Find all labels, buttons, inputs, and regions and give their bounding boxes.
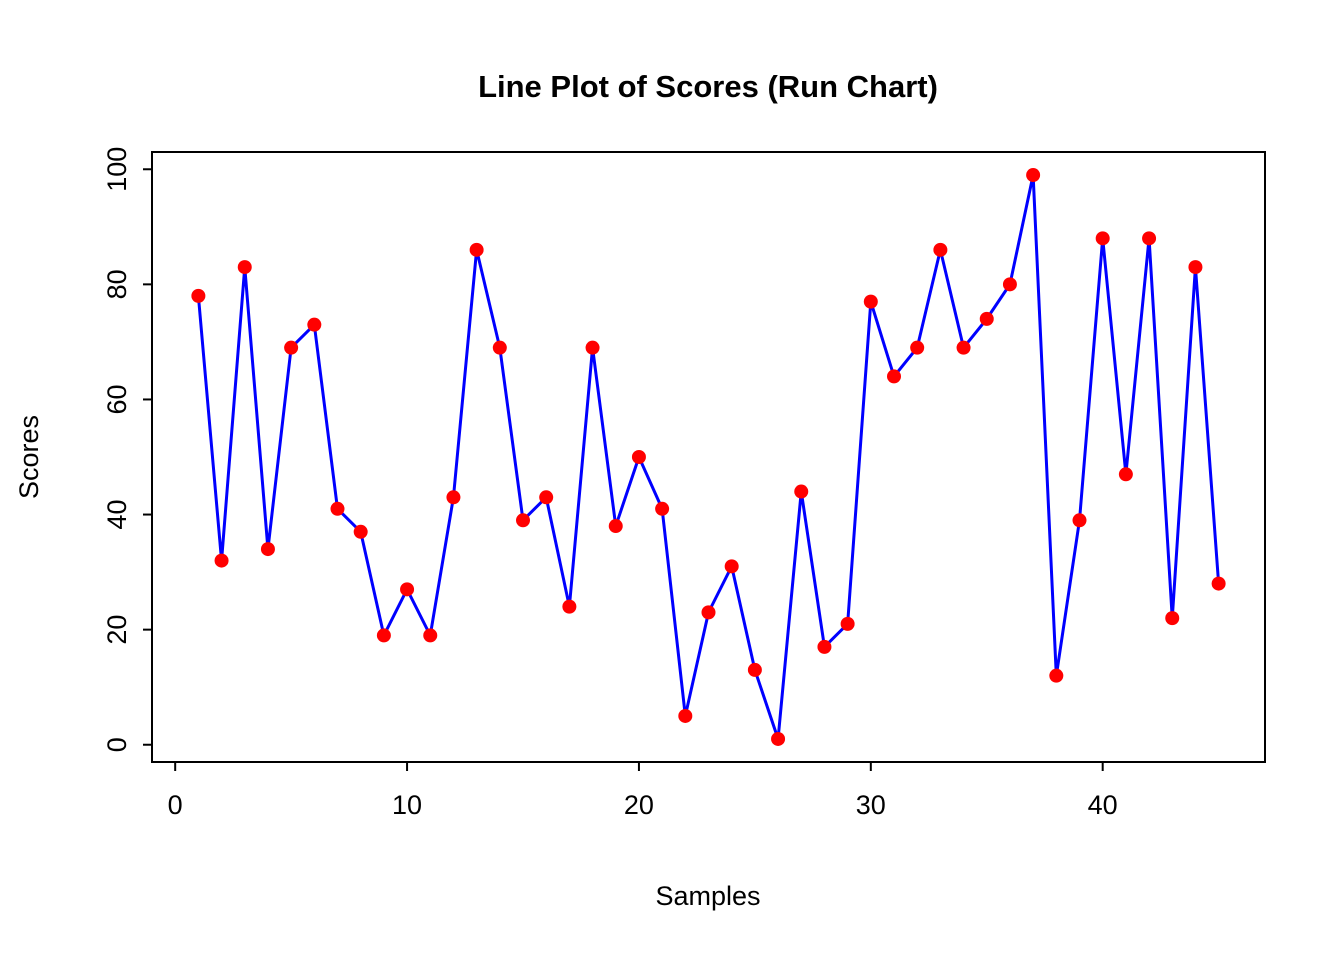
data-point	[724, 559, 739, 574]
data-point	[237, 260, 252, 275]
y-tick-label: 60	[102, 384, 132, 414]
y-tick-label: 0	[102, 737, 132, 752]
y-tick-label: 20	[102, 615, 132, 645]
data-point	[492, 340, 507, 355]
data-point	[539, 490, 554, 505]
data-point	[771, 731, 786, 746]
data-point	[1049, 668, 1064, 683]
data-point	[1188, 260, 1203, 275]
x-tick-label: 30	[856, 790, 886, 820]
data-point	[353, 524, 368, 539]
data-point	[608, 519, 623, 534]
x-axis-label: Samples	[655, 881, 760, 911]
data-point	[1026, 168, 1041, 183]
data-point	[678, 708, 693, 723]
chart-title: Line Plot of Scores (Run Chart)	[478, 69, 938, 104]
data-point	[1002, 277, 1017, 292]
data-point	[817, 639, 832, 654]
data-point	[1095, 231, 1110, 246]
data-point	[307, 317, 322, 332]
data-point	[1142, 231, 1157, 246]
data-point	[1118, 467, 1133, 482]
data-point	[330, 501, 345, 516]
data-point	[933, 242, 948, 257]
line-series	[191, 168, 1226, 746]
y-tick-label: 40	[102, 500, 132, 530]
data-point	[446, 490, 461, 505]
x-tick-label: 10	[392, 790, 422, 820]
data-point	[794, 484, 809, 499]
data-point	[910, 340, 925, 355]
y-axis-label: Scores	[14, 415, 44, 499]
data-point	[956, 340, 971, 355]
x-tick-label: 0	[168, 790, 183, 820]
data-point	[516, 513, 530, 528]
data-point	[376, 628, 391, 643]
data-point	[655, 501, 670, 516]
data-point	[1165, 611, 1180, 626]
data-point	[260, 542, 275, 557]
data-point	[1211, 576, 1226, 591]
data-point	[284, 340, 299, 355]
plot-border	[151, 151, 1266, 763]
data-point	[631, 450, 646, 464]
axis-ticks: 0 10 20 30 40 0 20 40 60 80 100	[102, 147, 1118, 820]
x-tick-label: 40	[1088, 790, 1118, 820]
data-point	[469, 242, 484, 257]
data-point	[863, 294, 878, 309]
y-tick-label: 100	[102, 147, 132, 192]
data-point	[214, 553, 229, 568]
series-line	[196, 173, 1221, 741]
data-point	[840, 616, 855, 631]
data-point	[562, 599, 577, 614]
x-tick-label: 20	[624, 790, 654, 820]
data-point	[747, 662, 762, 677]
data-point	[585, 340, 600, 355]
data-point	[1072, 513, 1087, 528]
data-point	[191, 288, 206, 303]
data-point	[423, 628, 438, 643]
data-point	[979, 311, 994, 326]
y-tick-label: 80	[102, 269, 132, 299]
data-point	[887, 369, 901, 384]
data-point	[701, 605, 716, 620]
data-point	[400, 582, 415, 597]
